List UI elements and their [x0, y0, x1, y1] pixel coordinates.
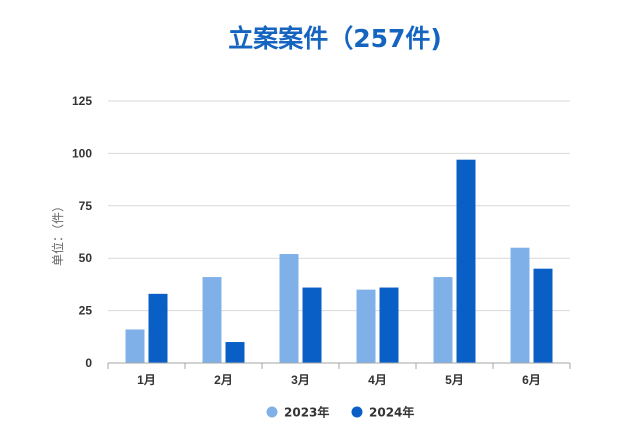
y-tick-label: 100: [72, 146, 92, 160]
x-tick-label: 2月: [214, 373, 233, 387]
bar-2024年-3月: [302, 287, 322, 363]
bar-2023年-1月: [125, 329, 145, 363]
bars: [125, 159, 553, 363]
bar-2024年-2月: [225, 342, 245, 363]
bar-2024年-6月: [533, 268, 553, 363]
y-tick-label: 25: [79, 304, 93, 318]
y-tick-label: 125: [72, 94, 92, 108]
bar-2023年-2月: [202, 277, 222, 363]
y-tick-label: 50: [79, 251, 93, 265]
chart-title: 立案案件（257件): [228, 24, 442, 53]
x-tick-label: 6月: [522, 373, 541, 387]
bar-2023年-4月: [356, 289, 376, 363]
x-tick-label: 5月: [445, 373, 464, 387]
bar-2024年-4月: [379, 287, 399, 363]
y-tick-label: 0: [85, 356, 92, 370]
x-tick-label: 4月: [368, 373, 387, 387]
y-axis-label: 单位：（件）: [50, 200, 65, 266]
legend-marker: [266, 406, 278, 418]
legend-label: 2023年: [284, 405, 329, 420]
bar-2024年-1月: [148, 293, 168, 363]
gridlines: [108, 100, 570, 312]
legend[interactable]: 2023年 2024年: [266, 405, 415, 420]
axes: 0 25 50 75 100 125 1月 2月 3月 4月 5月 6月: [72, 94, 571, 387]
bar-2024年-5月: [456, 159, 476, 363]
bar-2023年-5月: [433, 277, 453, 363]
x-tick-label: 1月: [137, 373, 156, 387]
x-tick-label: 3月: [291, 373, 310, 387]
legend-label: 2024年: [369, 405, 414, 420]
bar-2023年-6月: [510, 247, 530, 363]
bar-2023年-3月: [279, 254, 299, 363]
y-tick-label: 75: [79, 199, 93, 213]
legend-marker: [351, 406, 363, 418]
